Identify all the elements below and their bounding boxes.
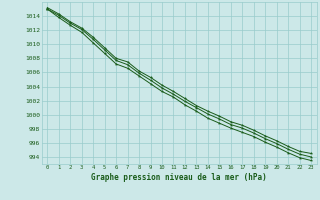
X-axis label: Graphe pression niveau de la mer (hPa): Graphe pression niveau de la mer (hPa) — [91, 173, 267, 182]
